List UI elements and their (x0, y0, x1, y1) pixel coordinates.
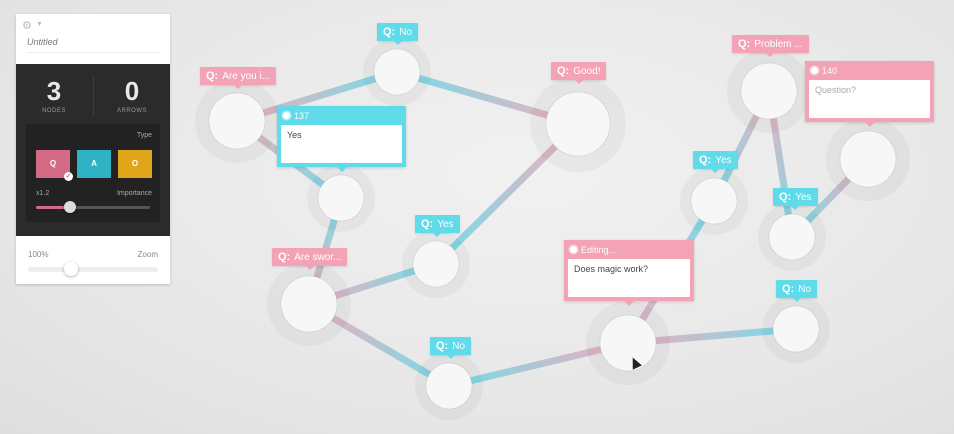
question-node[interactable] (839, 130, 897, 188)
importance-slider-handle[interactable] (64, 201, 77, 213)
answer-node[interactable] (317, 174, 365, 222)
edge[interactable] (432, 120, 582, 268)
importance-label: Importance (116, 190, 152, 197)
node-tag[interactable]: Q: Yes (693, 151, 738, 173)
answer-node[interactable] (690, 177, 738, 225)
node-tag[interactable]: Q: Are swor... (272, 248, 348, 270)
type-open-button[interactable]: O (118, 150, 152, 178)
answer-node[interactable] (772, 305, 820, 353)
node-tag[interactable]: Q: No (377, 23, 419, 45)
node-text-input[interactable]: Does magic work? (568, 259, 690, 297)
question-node[interactable] (740, 62, 798, 120)
node-editor-active: Editing... Does magic work? (564, 240, 694, 306)
node-editor: 140 Question? (805, 61, 934, 127)
zoom-slider[interactable] (28, 262, 158, 276)
gear-icon[interactable] (283, 112, 290, 119)
control-panel: ⚙ ▼ Untitled 3 NODES 0 ARROWS Type Q ✓ A … (16, 14, 170, 284)
node-text-input[interactable]: Question? (809, 80, 930, 118)
node-tag[interactable]: Q: Good! (551, 62, 607, 84)
gear-icon[interactable] (811, 67, 818, 74)
question-node[interactable] (280, 275, 338, 333)
type-answer-button[interactable]: A (77, 150, 111, 178)
type-section: Type Q ✓ A O x1.2 Importance (26, 124, 160, 222)
arrows-stat: 0 ARROWS (94, 76, 170, 114)
node-editor: 137 Yes (277, 106, 406, 172)
nodes (208, 48, 897, 410)
importance-value: x1.2 (36, 190, 50, 197)
gear-icon[interactable] (570, 246, 577, 253)
node-tag[interactable]: Q: Are you i... (200, 67, 277, 89)
chevron-down-icon[interactable]: ▼ (36, 21, 43, 28)
node-tag[interactable]: Q: Yes (415, 215, 460, 237)
node-tag[interactable]: Q: Yes (773, 188, 818, 210)
arrows-count: 0 (124, 76, 140, 106)
zoom-label: Zoom (137, 250, 158, 259)
node-tag[interactable]: Q: No (776, 280, 818, 302)
nodes-stat: 3 NODES (16, 76, 92, 114)
answer-node[interactable] (425, 362, 473, 410)
check-icon: ✓ (64, 172, 73, 181)
arrows-label: ARROWS (117, 108, 147, 114)
node-tag[interactable]: Q: No (430, 337, 472, 359)
document-title[interactable]: Untitled (27, 37, 58, 47)
nodes-count: 3 (46, 76, 62, 106)
nodes-label: NODES (42, 108, 66, 114)
answer-node[interactable] (768, 213, 816, 261)
settings-gear-icon[interactable]: ⚙ (22, 20, 32, 32)
editing-status: Editing... (581, 245, 617, 255)
node-text-input[interactable]: Yes (281, 125, 402, 163)
question-node-editing[interactable] (599, 314, 657, 372)
zoom-slider-handle[interactable] (63, 262, 78, 276)
answer-node[interactable] (412, 240, 460, 288)
node-tag[interactable]: Q: Problem ... (732, 35, 809, 57)
zoom-value: 100% (28, 250, 49, 259)
importance-slider[interactable] (36, 201, 150, 213)
answer-node[interactable] (373, 48, 421, 96)
question-node[interactable] (545, 91, 611, 157)
type-question-button[interactable]: Q ✓ (36, 150, 73, 181)
type-label: Type (136, 132, 152, 139)
edge[interactable] (624, 325, 800, 347)
node-id: 137 (294, 111, 310, 121)
question-node[interactable] (208, 92, 266, 150)
stats-section: 3 NODES 0 ARROWS Type Q ✓ A O x1.2 Import… (16, 64, 170, 236)
node-id: 140 (822, 66, 838, 76)
edge[interactable] (445, 339, 632, 390)
